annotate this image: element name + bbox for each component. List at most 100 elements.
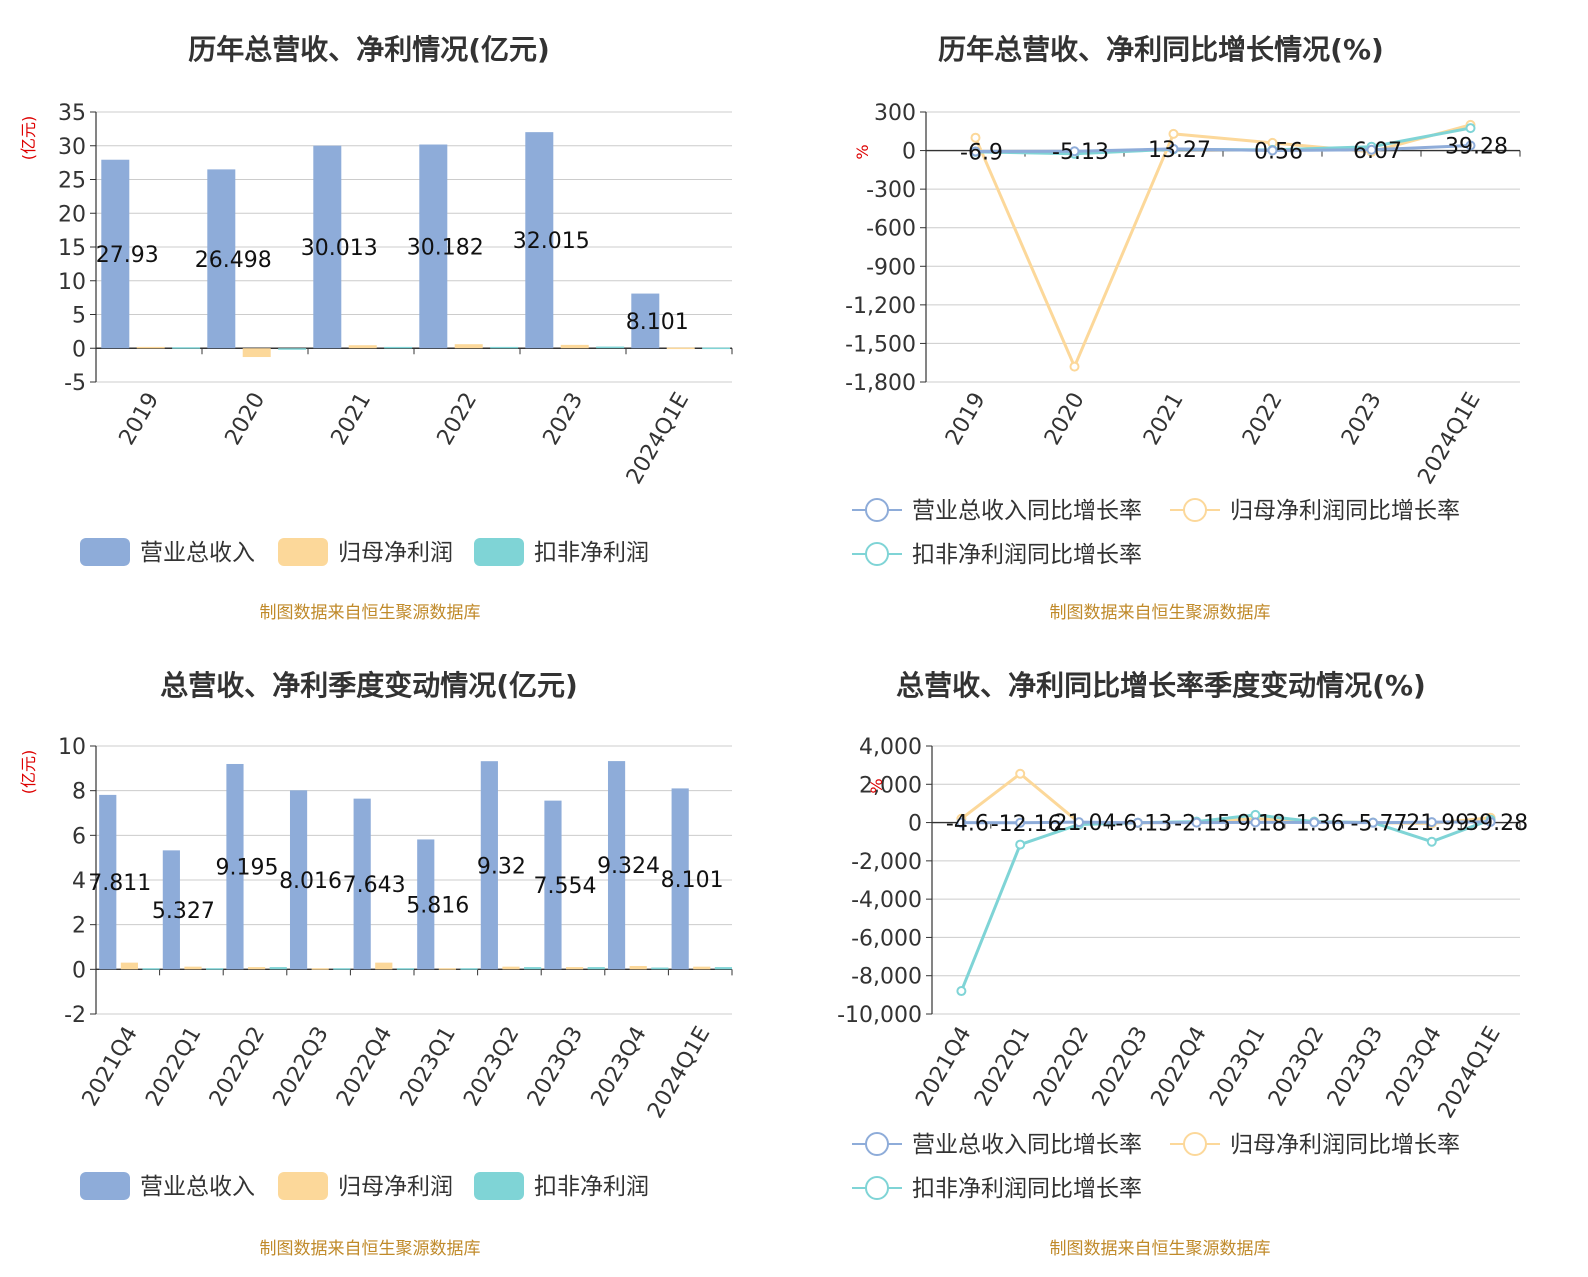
y-axis-unit-label: (亿元) (19, 116, 38, 161)
point-revenue (970, 146, 981, 157)
point-net-profit (1015, 768, 1026, 779)
annual-growth-panel: 历年总营收、净利同比增长情况(%) -1,800 -1,500 -1,200 -900… (790, 0, 1580, 630)
data-label: 30.182 (407, 235, 484, 260)
data-label: 8.101 (626, 310, 689, 335)
legend-label: 扣非净利润同比增长率 (912, 1176, 1142, 1202)
point-revenue (1426, 817, 1437, 828)
data-label: 7.643 (343, 873, 406, 898)
y-tick-label: 30 (58, 135, 86, 160)
bar-net-profit (454, 344, 483, 349)
y-tick-label: 20 (58, 202, 86, 227)
x-tick-label: 2019 (941, 389, 991, 450)
bar-revenue (99, 794, 117, 970)
point-deducted-profit (1465, 123, 1476, 134)
legend-swatch (278, 1172, 328, 1200)
bar-revenue (289, 790, 308, 970)
legend-label: 扣非净利润同比增长率 (912, 542, 1142, 568)
source-note: 制图数据来自恒生聚源数据库 (1049, 1239, 1271, 1259)
x-tick-label: 2021 (327, 389, 377, 450)
y-tick-label: 15 (58, 236, 86, 261)
legend-label: 归母净利润 (338, 1174, 453, 1200)
legend-label: 归母净利润 (338, 540, 453, 566)
bar-net-profit (438, 968, 456, 970)
legend-marker (865, 1132, 889, 1156)
legend-swatch (80, 1172, 130, 1200)
point-deducted-profit (956, 986, 967, 997)
point-revenue (1485, 816, 1496, 827)
bar-revenue (101, 159, 130, 349)
y-tick-label: -300 (866, 178, 916, 203)
legend-marker (865, 1176, 889, 1200)
point-revenue (1191, 817, 1202, 828)
y-tick-label: -2,000 (851, 850, 922, 875)
data-label: 7.554 (533, 874, 596, 899)
legend-swatch (80, 538, 130, 566)
point-revenue (1267, 145, 1278, 156)
y-tick-label: 10 (58, 735, 86, 760)
quarterly-revenue-profit-chart: -20246810(亿元)2021Q42022Q12022Q22022Q3202… (19, 735, 733, 1200)
legend-swatch (278, 538, 328, 566)
data-label: 5.327 (152, 899, 215, 924)
legend-label: 归母净利润同比增长率 (1230, 1132, 1460, 1158)
data-label: -5.77 (1351, 812, 1408, 837)
line-deducted-profit (960, 813, 1492, 992)
legend-label: 扣非净利润 (534, 1174, 649, 1200)
x-tick-label: 2024Q1E (643, 1023, 715, 1123)
y-tick-label: -8,000 (851, 965, 922, 990)
bar-net-profit (184, 966, 202, 970)
data-label: 5.816 (406, 893, 469, 918)
quarterly-growth-chart: -10,000 -8,000 -6,000 -4,000 -2,000 0 2,000 4,0… (837, 735, 1528, 1202)
legend-swatch (474, 1172, 524, 1200)
legend-label: 营业总收入 (140, 540, 255, 566)
data-label: 8.016 (279, 869, 342, 894)
x-tick-label: 2022 (1238, 389, 1288, 450)
legend-marker (865, 542, 889, 566)
x-tick-label: 2024Q1E (622, 389, 694, 489)
bar-net-profit (348, 345, 377, 349)
data-label: 26.498 (195, 248, 272, 273)
quarterly-revenue-profit-panel: 总营收、净利季度变动情况(亿元) -2 0 2 4 6 8 10 (亿元) 2021Q4 2022… (0, 636, 790, 1266)
y-tick-label: -2 (64, 1003, 86, 1028)
point-revenue (1309, 817, 1320, 828)
point-revenue (1465, 140, 1476, 151)
data-label: -2.15 (1174, 812, 1231, 837)
y-tick-label: 5 (72, 304, 86, 329)
source-note: 制图数据来自恒生聚源数据库 (259, 1239, 481, 1259)
data-label: 32.015 (513, 229, 590, 254)
data-label: 9.324 (597, 854, 660, 879)
y-tick-label: -1,200 (845, 294, 916, 319)
point-revenue (1069, 146, 1080, 157)
bar-revenue (417, 839, 435, 970)
y-tick-label: 35 (58, 101, 86, 126)
x-tick-label: 2023Q3 (1323, 1023, 1388, 1111)
bar-deducted-profit (396, 968, 414, 970)
y-tick-label: -10,000 (837, 1003, 922, 1028)
data-label: -12.16 (991, 812, 1062, 837)
bar-deducted-profit (278, 348, 307, 350)
bar-revenue (313, 145, 342, 349)
x-tick-label: 2023 (1337, 389, 1387, 450)
y-tick-label: -4,000 (851, 888, 922, 913)
data-label: 8.101 (661, 868, 724, 893)
source-note: 制图数据来自恒生聚源数据库 (1049, 603, 1271, 623)
bar-revenue (353, 798, 371, 970)
y-tick-label: 2 (72, 914, 86, 939)
data-label: 0.56 (1254, 139, 1303, 164)
bar-revenue (631, 293, 660, 349)
bar-deducted-profit (702, 347, 731, 350)
x-tick-label: 2021Q4 (78, 1023, 143, 1111)
data-label: 1.36 (1296, 812, 1345, 837)
bar-revenue (207, 169, 236, 349)
x-tick-label: 2022Q2 (205, 1023, 270, 1111)
point-revenue (1368, 817, 1378, 828)
x-tick-label: 2022Q4 (332, 1023, 397, 1111)
x-tick-label: 2022Q1 (141, 1023, 206, 1111)
x-tick-label: 2020 (1040, 389, 1090, 450)
bar-revenue (544, 800, 562, 970)
chart-title: 历年总营收、净利同比增长情况(%) (938, 33, 1384, 66)
bar-deducted-profit (490, 346, 519, 349)
y-tick-label: 0 (72, 958, 86, 983)
annual-revenue-profit-panel: 历年总营收、净利情况(亿元) -5 0 5 10 15 20 25 30 35 (亿元) 2019 2… (0, 0, 790, 630)
bar-revenue (525, 132, 554, 349)
bar-revenue (480, 761, 498, 970)
